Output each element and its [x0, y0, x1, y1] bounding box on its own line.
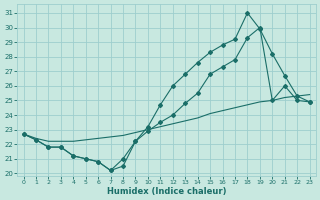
- X-axis label: Humidex (Indice chaleur): Humidex (Indice chaleur): [107, 187, 226, 196]
